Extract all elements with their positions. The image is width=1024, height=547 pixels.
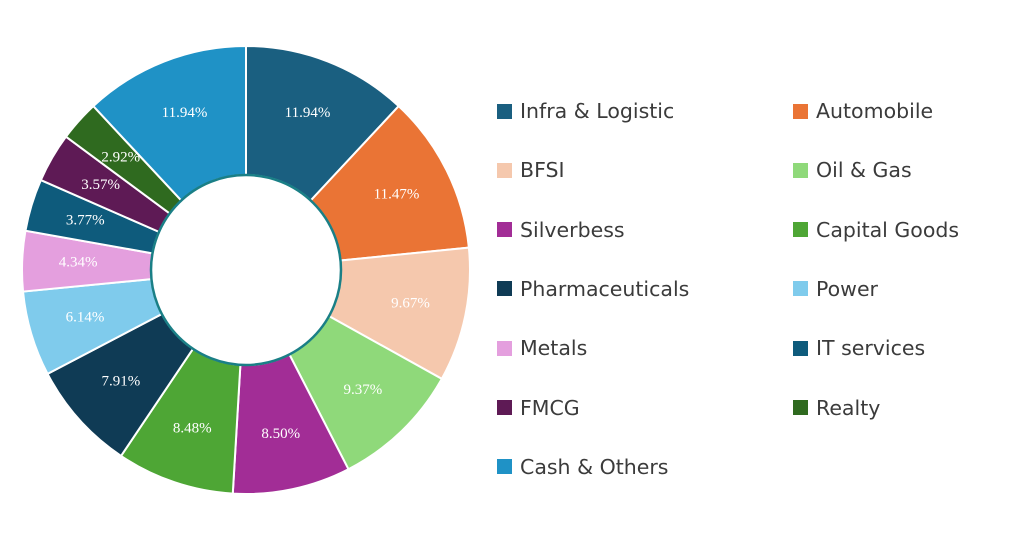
legend-item[interactable]: BFSI [497,155,565,185]
data-label: 11.47% [374,187,420,203]
legend-label: Metals [520,336,588,361]
legend-item[interactable]: Power [793,274,878,304]
legend-swatch [793,400,808,415]
data-label: 9.67% [391,295,430,311]
legend-item[interactable]: Capital Goods [793,215,959,245]
data-label: 2.92% [101,150,140,166]
legend-swatch [793,281,808,297]
legend-swatch [793,340,808,356]
legend-label: Realty [816,395,881,420]
legend-swatch [497,103,512,119]
legend-label: Capital Goods [816,217,960,242]
data-label: 7.91% [102,374,141,390]
legend-swatch [497,459,512,475]
legend-item[interactable]: Cash & Others [497,452,668,482]
legend-item[interactable]: Oil & Gas [793,155,912,185]
legend-item[interactable]: Silverbess [497,215,625,245]
data-label: 3.57% [81,177,120,193]
data-label: 8.48% [173,421,212,437]
legend-label: Power [816,276,878,301]
legend-label: FMCG [520,395,580,420]
legend-label: Cash & Others [520,454,669,479]
legend-swatch [497,400,512,415]
legend-item[interactable]: Realty [793,393,880,423]
legend-label: Infra & Logistic [520,99,675,123]
legend-item[interactable]: Pharmaceuticals [497,274,689,304]
legend-swatch [497,281,512,297]
legend-item[interactable]: Infra & Logistic [497,96,674,126]
legend-label: Automobile [816,99,934,123]
data-label: 3.77% [66,213,105,229]
legend-swatch [497,162,512,178]
legend-item[interactable]: Automobile [793,96,933,126]
legend-label: IT services [816,336,926,361]
data-label: 11.94% [162,105,208,121]
legend-swatch [497,222,512,238]
data-label: 4.34% [59,255,98,271]
data-label: 11.94% [285,105,331,121]
legend-label: BFSI [520,158,565,183]
legend-swatch [793,103,808,119]
legend-item[interactable]: IT services [793,333,925,363]
donut-chart: 11.94% 11.47% 9.67% 9.37% 8.50% 8.48% 7.91% 6.1… [21,44,471,495]
legend-item[interactable]: FMCG [497,393,580,423]
legend-label: Silverbess [520,217,625,242]
data-label: 8.50% [261,426,300,442]
legend-label: Oil & Gas [816,158,912,183]
donut-hole [149,173,343,367]
legend-item[interactable]: Metals [497,333,587,363]
legend-swatch [793,222,808,238]
legend-label: Pharmaceuticals [520,276,690,301]
data-label: 6.14% [66,309,105,325]
data-label: 9.37% [344,382,383,398]
legend-swatch [497,340,512,356]
legend-swatch [793,162,808,178]
